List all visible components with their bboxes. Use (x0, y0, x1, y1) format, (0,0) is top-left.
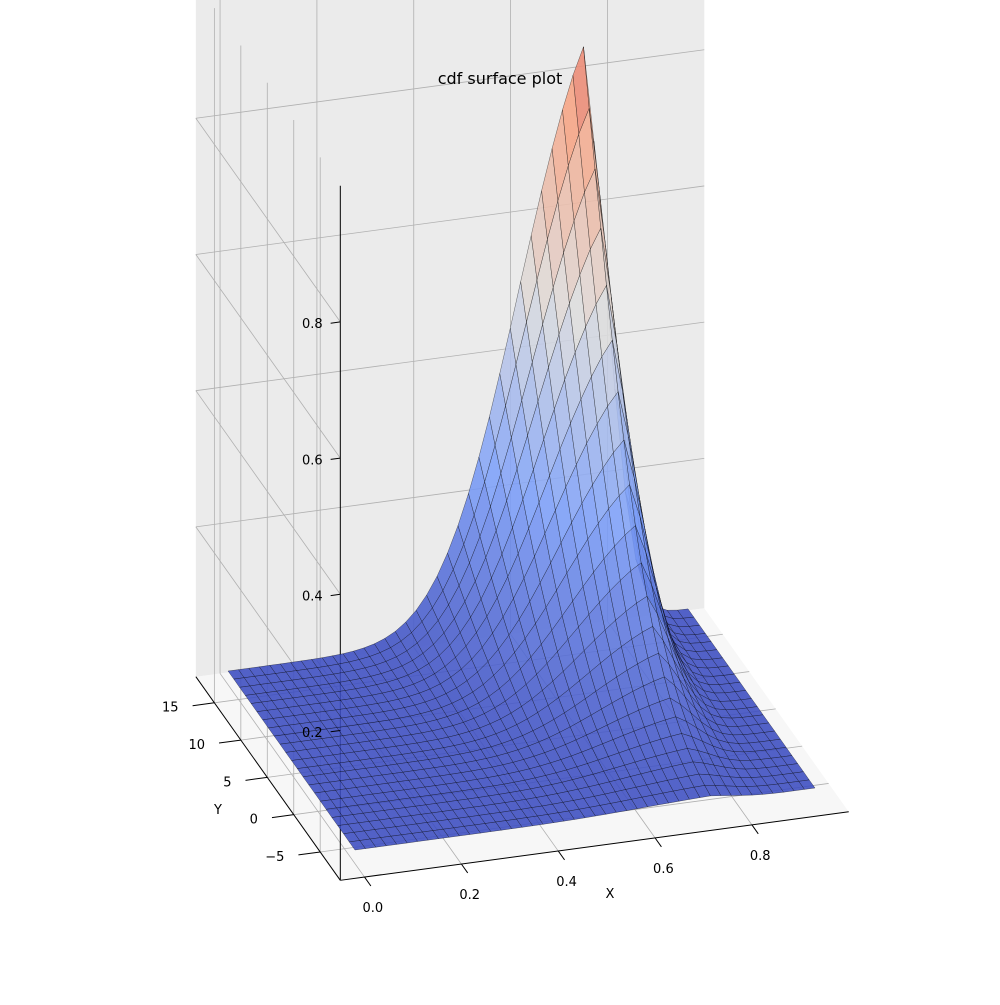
y-tick-label: 10 (188, 738, 205, 753)
y-tick-label: −5 (265, 850, 284, 865)
z-tick-mark (330, 321, 341, 324)
z-tick-mark (330, 729, 341, 733)
x-tick-mark (557, 850, 565, 861)
grid-line (195, 118, 341, 323)
axis-ticks: 0.0 0.2 0.4 0.6 0.8 −5 0 5 10 15 0.2 0.4 0.6 0.8 (162, 317, 771, 916)
x-tick-label: 0.8 (750, 849, 771, 864)
y-tick-label: 5 (223, 775, 231, 790)
x-tick-mark (460, 863, 469, 874)
surface-facet (798, 779, 816, 790)
x-tick-label: 0.6 (653, 862, 674, 877)
z-tick-label: 0.4 (302, 590, 323, 605)
z-tick-mark (330, 457, 341, 460)
z-tick-label: 0.6 (302, 453, 323, 468)
y-tick-label: 0 (250, 813, 258, 828)
grid-line (195, 49, 705, 119)
y-tick-mark (218, 739, 241, 744)
y-tick-mark (298, 851, 321, 856)
grid-line (195, 185, 705, 255)
y-axis-line (195, 676, 341, 881)
x-tick-mark (654, 837, 662, 848)
chart-title: cdf surface plot (438, 69, 563, 88)
z-tick-mark (330, 593, 341, 597)
grid-line (195, 254, 341, 459)
surface-mesh (227, 46, 816, 851)
y-tick-mark (245, 776, 268, 781)
y-tick-label: 15 (162, 701, 179, 716)
x-tick-mark (751, 824, 759, 835)
x-tick-label: 0.0 (363, 901, 384, 916)
x-tick-label: 0.2 (459, 888, 480, 903)
x-axis-label: X (606, 887, 615, 902)
x-tick-label: 0.4 (556, 875, 577, 890)
x-axis-line (340, 811, 849, 881)
grid-line (195, 321, 705, 392)
grid-line (195, 390, 341, 595)
z-tick-label: 0.8 (302, 317, 323, 332)
y-tick-mark (192, 702, 215, 707)
y-axis-label: Y (213, 803, 222, 818)
z-tick-label: 0.2 (302, 726, 323, 741)
y-tick-mark (271, 814, 294, 819)
x-tick-mark (364, 876, 372, 887)
